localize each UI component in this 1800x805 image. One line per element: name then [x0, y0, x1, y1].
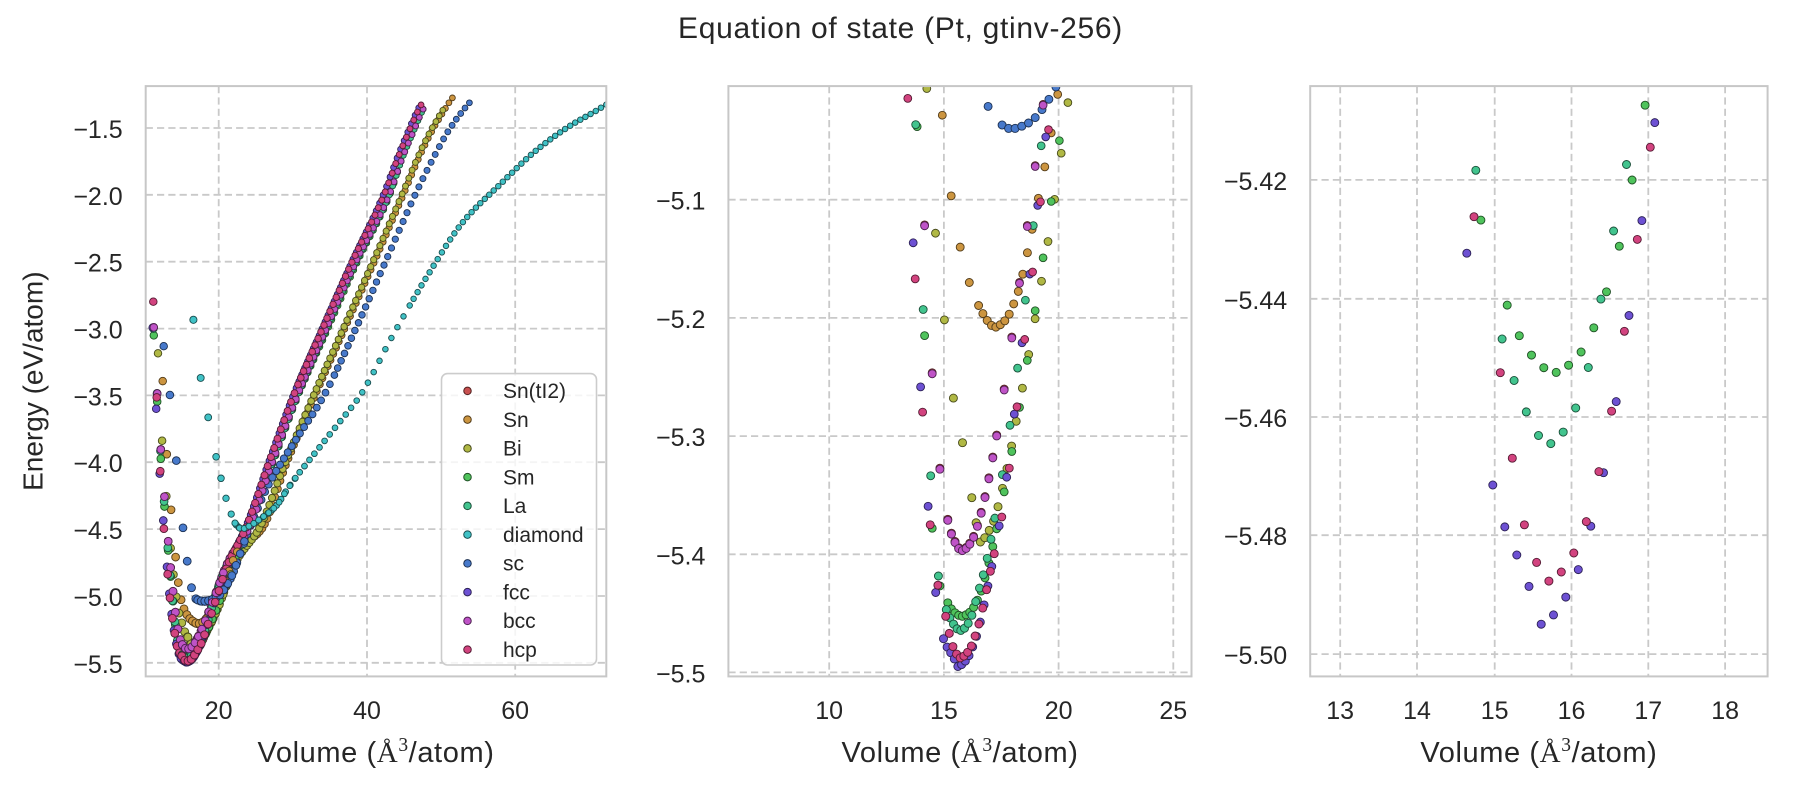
svg-text:Volume (Å3/atom): Volume (Å3/atom): [258, 735, 495, 769]
svg-text:hcp: hcp: [503, 639, 537, 662]
svg-text:−5.42: −5.42: [1224, 168, 1287, 196]
svg-text:−5.1: −5.1: [656, 188, 705, 216]
svg-text:−4.0: −4.0: [73, 450, 122, 478]
svg-text:25: 25: [1159, 697, 1187, 725]
svg-text:−4.5: −4.5: [73, 517, 122, 545]
svg-text:Equation of state (Pt, gtinv-2: Equation of state (Pt, gtinv-256): [678, 12, 1123, 45]
svg-text:40: 40: [353, 697, 381, 725]
svg-text:10: 10: [815, 697, 843, 725]
svg-text:−5.3: −5.3: [656, 424, 705, 452]
svg-text:−3.5: −3.5: [73, 383, 122, 411]
svg-text:−5.5: −5.5: [656, 660, 705, 688]
svg-text:−1.5: −1.5: [73, 116, 122, 144]
svg-text:Sn(tI2): Sn(tI2): [503, 380, 566, 403]
svg-text:Volume (Å3/atom): Volume (Å3/atom): [842, 735, 1079, 769]
svg-text:15: 15: [930, 697, 958, 725]
svg-text:−3.0: −3.0: [73, 317, 122, 345]
svg-text:−5.5: −5.5: [73, 651, 122, 679]
svg-text:−5.0: −5.0: [73, 584, 122, 612]
svg-text:Sn: Sn: [503, 409, 529, 432]
svg-text:−5.46: −5.46: [1224, 405, 1287, 433]
svg-text:20: 20: [1045, 697, 1073, 725]
svg-text:60: 60: [501, 697, 529, 725]
svg-text:Volume (Å3/atom): Volume (Å3/atom): [1420, 735, 1657, 769]
svg-text:−5.50: −5.50: [1224, 642, 1287, 670]
svg-text:16: 16: [1558, 697, 1586, 725]
svg-text:Bi: Bi: [503, 438, 522, 461]
svg-text:Sm: Sm: [503, 466, 535, 489]
svg-text:−2.5: −2.5: [73, 250, 122, 278]
svg-text:La: La: [503, 495, 527, 518]
svg-text:17: 17: [1634, 697, 1662, 725]
svg-text:20: 20: [205, 697, 233, 725]
svg-text:−2.0: −2.0: [73, 183, 122, 211]
svg-text:−5.44: −5.44: [1224, 287, 1287, 315]
svg-text:15: 15: [1481, 697, 1509, 725]
svg-text:−5.2: −5.2: [656, 306, 705, 334]
svg-text:−5.48: −5.48: [1224, 523, 1287, 551]
svg-text:13: 13: [1326, 697, 1354, 725]
svg-text:bcc: bcc: [503, 610, 536, 633]
svg-text:18: 18: [1711, 697, 1739, 725]
svg-text:fcc: fcc: [503, 581, 530, 604]
svg-text:sc: sc: [503, 553, 524, 576]
svg-text:diamond: diamond: [503, 524, 584, 547]
svg-text:14: 14: [1403, 697, 1431, 725]
svg-text:−5.4: −5.4: [656, 542, 705, 570]
svg-text:Energy (eV/atom): Energy (eV/atom): [18, 271, 49, 490]
